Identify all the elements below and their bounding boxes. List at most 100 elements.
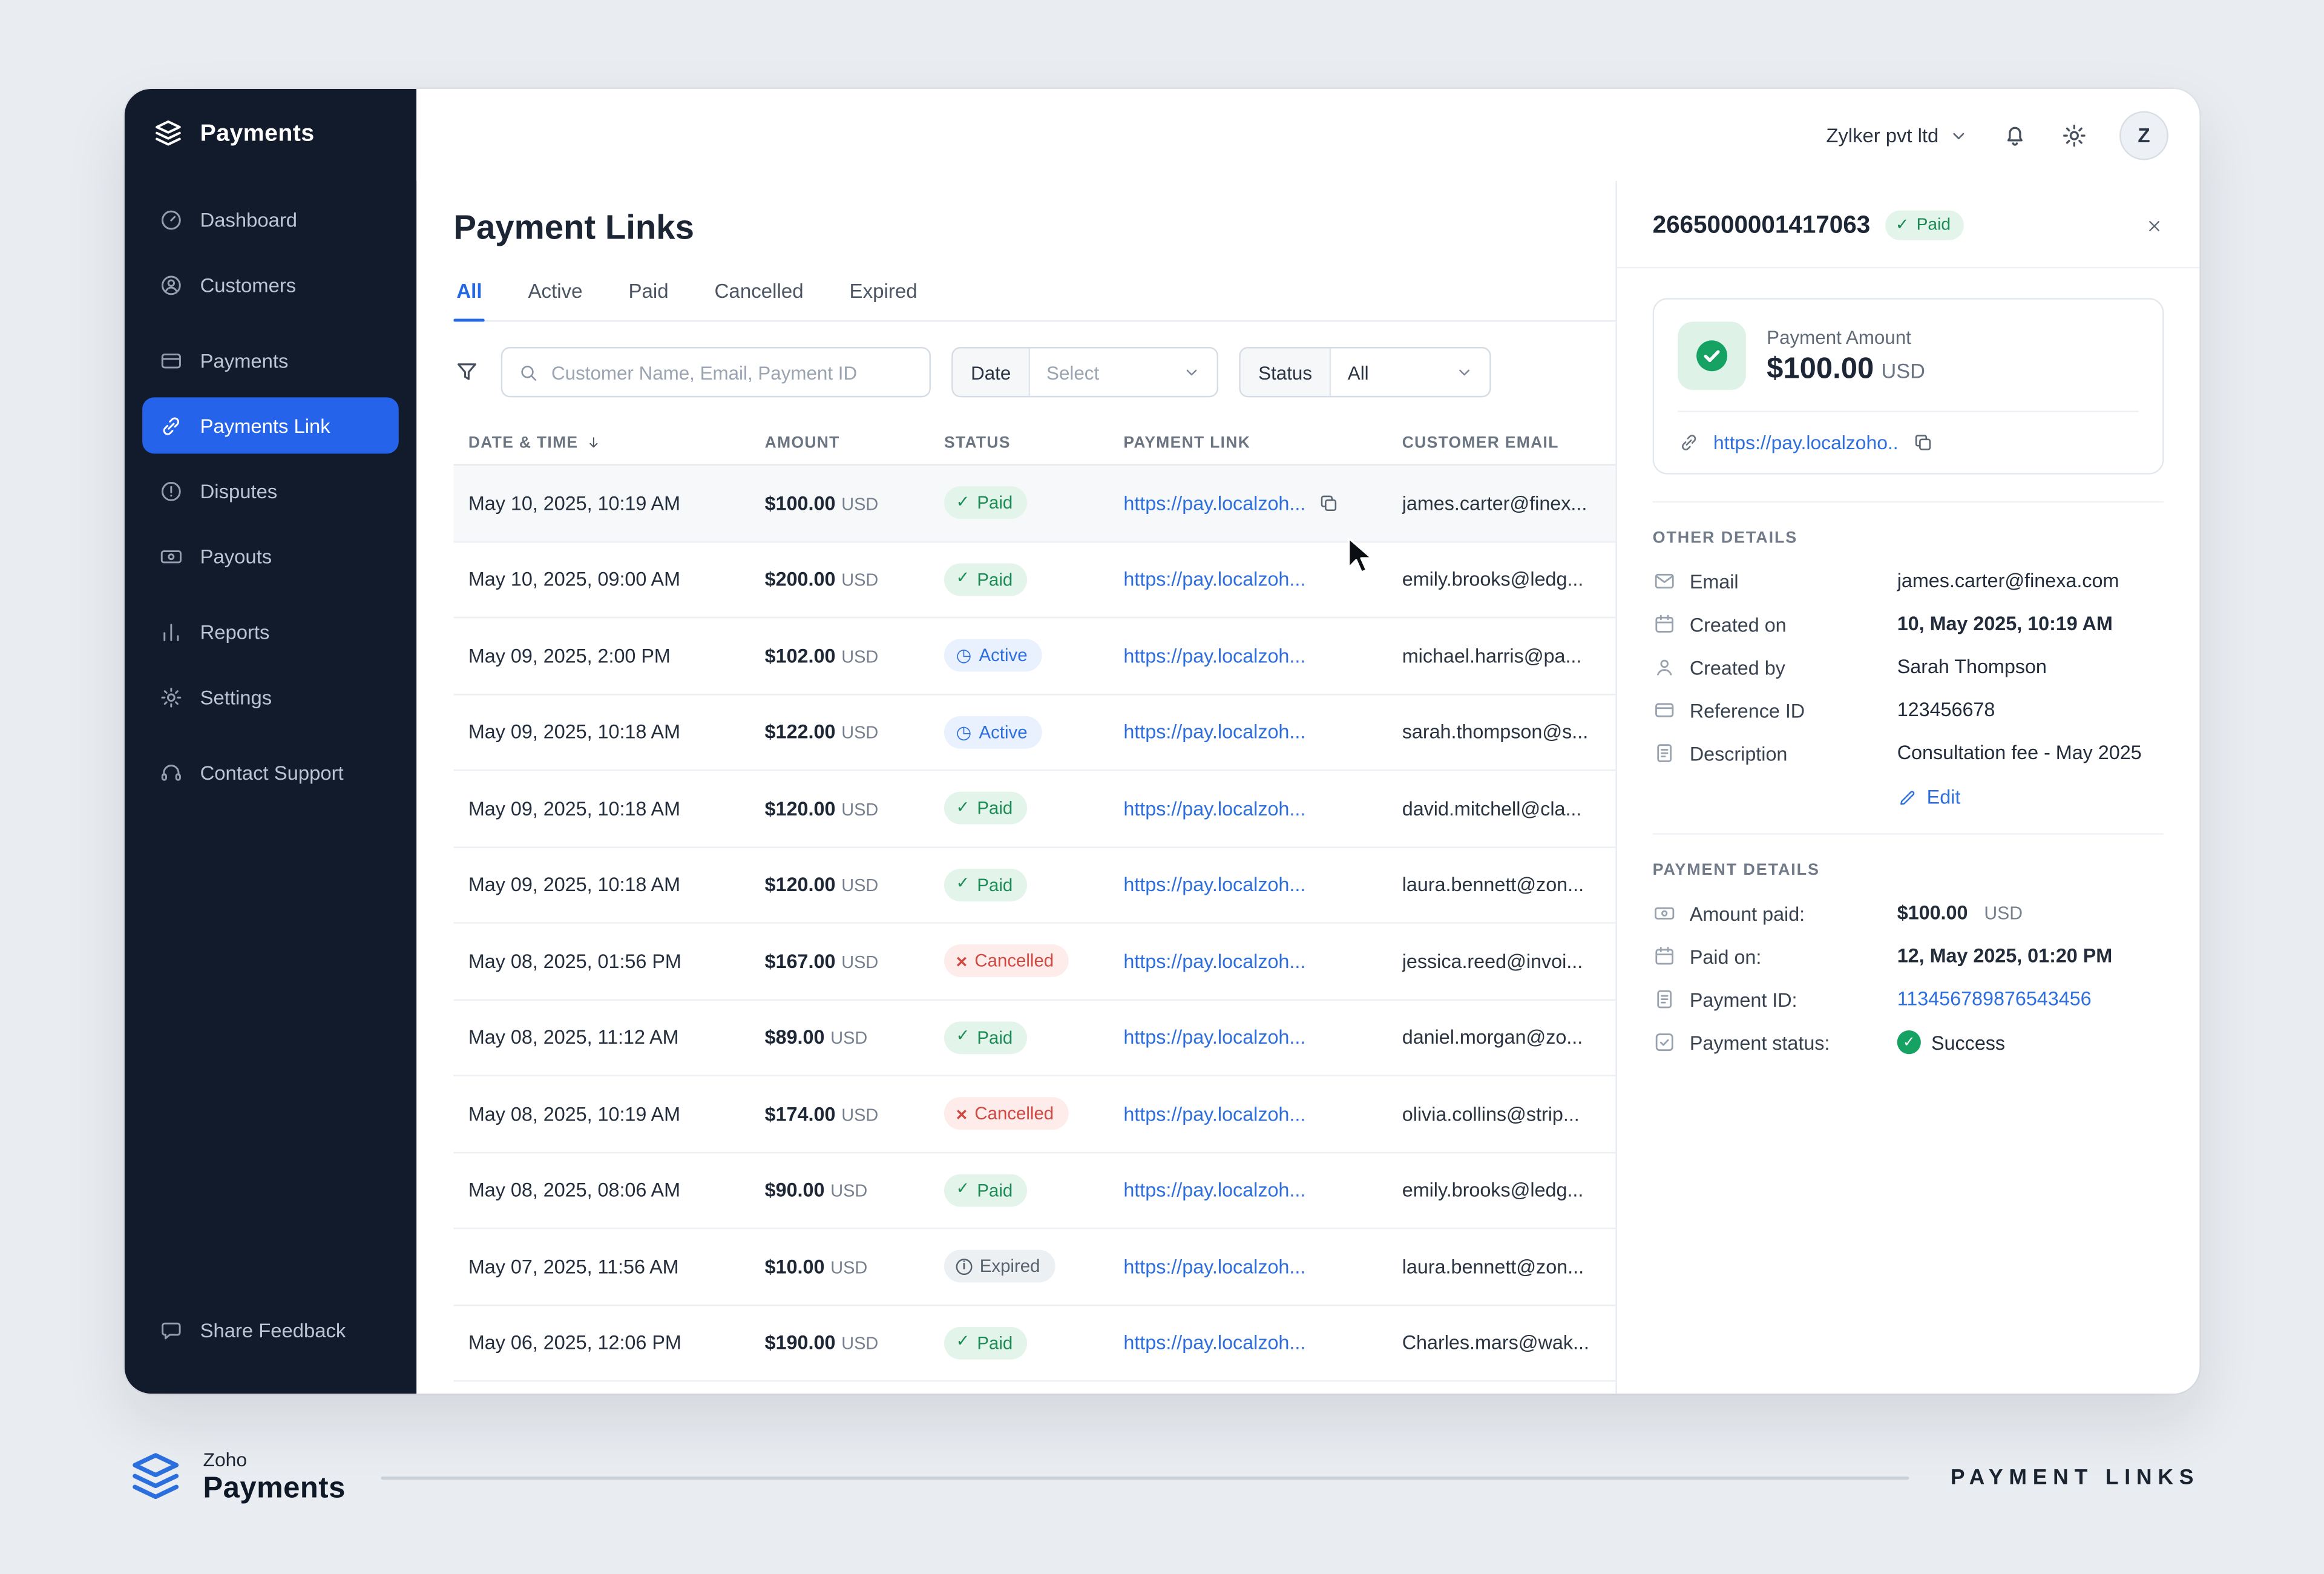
detail-row: Payment status: ✓ Success <box>1653 1030 2164 1055</box>
payment-link-url[interactable]: https://pay.localzoh... <box>1123 1255 1306 1278</box>
cell-status: ◷ Active <box>944 716 1123 749</box>
main-content: Payment Links All Active Paid Cancelled Expi… <box>416 181 1616 1394</box>
cell-amount: $100.00 USD <box>764 492 879 515</box>
detail-row: Email james.carter@finexa.com <box>1653 569 2164 593</box>
sidebar-item-settings[interactable]: Settings <box>142 668 399 725</box>
calendar-icon <box>1653 944 1676 968</box>
sidebar-item-reports[interactable]: Reports <box>142 604 399 660</box>
tab-active[interactable]: Active <box>528 280 583 303</box>
avatar[interactable]: Z <box>2119 110 2168 160</box>
table-row[interactable]: May 08, 2025, 11:12 AM $89.00 USD ✓ Paid … <box>453 1000 1616 1076</box>
tab-all[interactable]: All <box>453 280 486 322</box>
table-header: DATE & TIME AMOUNT STATUS PAYMENT LINK C… <box>453 421 1616 466</box>
detail-value: $100.00 <box>1897 901 1968 924</box>
payment-link-url[interactable]: https://pay.localzoh... <box>1123 1331 1306 1354</box>
cell-status: ✓ Paid <box>944 563 1123 596</box>
table-row[interactable]: May 09, 2025, 10:18 AM $120.00 USD ✓ Paid… <box>453 771 1616 848</box>
detail-value: 12, May 2025, 01:20 PM <box>1897 944 2113 967</box>
pencil-icon <box>1897 786 1918 807</box>
detail-value: 123456678 <box>1897 698 1995 721</box>
nav-item-label: Payouts <box>200 545 272 567</box>
edit-button[interactable]: Edit <box>1897 785 1961 808</box>
payment-link-url[interactable]: https://pay.localzoh... <box>1123 874 1306 896</box>
table-row[interactable]: May 08, 2025, 01:56 PM $167.00 USD × Canc… <box>453 924 1616 1000</box>
detail-value: 10, May 2025, 10:19 AM <box>1897 612 2113 635</box>
nav-item-label: Payments <box>200 349 289 372</box>
table-row[interactable]: May 08, 2025, 10:19 AM $174.00 USD × Canc… <box>453 1076 1616 1153</box>
table-row[interactable]: May 08, 2025, 08:06 AM $90.00 USD ✓ Paid … <box>453 1153 1616 1230</box>
check-icon: ✓ <box>1895 216 1909 234</box>
column-header-link[interactable]: PAYMENT LINK <box>1123 433 1251 452</box>
org-switcher[interactable]: Zylker pvt ltd <box>1826 123 1969 146</box>
tab-paid[interactable]: Paid <box>628 280 669 303</box>
date-filter[interactable]: Date Select <box>951 347 1219 398</box>
detail-row: Description Consultation fee - May 2025 <box>1653 741 2164 765</box>
amount-card: Payment Amount $100.00 USD https://pay.lo… <box>1652 298 2164 475</box>
payment-link-url[interactable]: https://pay.localzoh... <box>1123 720 1306 743</box>
table-row[interactable]: May 10, 2025, 09:00 AM $200.00 USD ✓ Paid… <box>453 542 1616 619</box>
detail-panel: 2665000001417063 ✓ Paid <box>1615 180 2200 1394</box>
detail-row: Reference ID 123456678 <box>1653 698 2164 722</box>
chevron-down-icon <box>1181 362 1202 383</box>
table-row[interactable]: May 10, 2025, 10:19 AM $100.00 USD ✓ Paid… <box>453 465 1616 542</box>
sidebar-item-payouts[interactable]: Payouts <box>142 528 399 584</box>
column-header-amount[interactable]: AMOUNT <box>764 433 840 452</box>
status-filter[interactable]: Status All <box>1239 347 1491 398</box>
copy-icon[interactable] <box>1912 432 1934 454</box>
table-row[interactable]: May 09, 2025, 2:00 PM $102.00 USD ◷ Activ… <box>453 618 1616 695</box>
other-details-title: OTHER DETAILS <box>1652 529 1798 547</box>
status-icon: ◷ <box>956 645 972 667</box>
paid-seal-tile <box>1678 321 1746 390</box>
cell-status: ✓ Paid <box>944 792 1123 825</box>
close-panel-button[interactable] <box>2135 206 2173 245</box>
payment-link-url[interactable]: https://pay.localzoho.. <box>1713 431 1899 454</box>
check-square-icon <box>1653 1030 1676 1054</box>
tab-cancelled[interactable]: Cancelled <box>714 280 804 303</box>
share-feedback-button[interactable]: Share Feedback <box>142 1302 399 1358</box>
payment-link-url[interactable]: https://pay.localzoh... <box>1123 1102 1306 1125</box>
sort-down-icon[interactable] <box>586 435 602 451</box>
detail-value: Consultation fee - May 2025 <box>1897 741 2142 764</box>
sidebar-item-payments[interactable]: Payments <box>142 332 399 389</box>
payment-link-url[interactable]: https://pay.localzoh... <box>1123 1179 1306 1202</box>
cell-date-time: May 08, 2025, 11:12 AM <box>468 1026 679 1049</box>
column-header-status[interactable]: STATUS <box>944 433 1011 452</box>
column-header-email[interactable]: CUSTOMER EMAIL <box>1402 433 1559 452</box>
sidebar-item-payments-link[interactable]: Payments Link <box>142 397 399 454</box>
cell-status: ✓ Paid <box>944 1173 1123 1207</box>
detail-value: Sarah Thompson <box>1897 655 2047 678</box>
app-window: Payments Dashboard Customers Payments Pa… <box>124 88 2200 1394</box>
sidebar-item-disputes[interactable]: Disputes <box>142 463 399 519</box>
table-row[interactable]: May 06, 2025, 12:06 PM $190.00 USD ✓ Paid… <box>453 1305 1616 1382</box>
payment-link-url[interactable]: https://pay.localzoh... <box>1123 492 1306 515</box>
payment-link-url[interactable]: https://pay.localzoh... <box>1123 797 1306 820</box>
chevron-down-icon <box>1948 123 1970 146</box>
filter-funnel-icon[interactable] <box>453 359 480 386</box>
edit-label: Edit <box>1926 785 1961 808</box>
tab-expired[interactable]: Expired <box>849 280 917 303</box>
table-row[interactable]: May 07, 2025, 11:56 AM $10.00 USD i Expir… <box>453 1229 1616 1306</box>
payment-link-url[interactable]: https://pay.localzoh... <box>1123 1026 1306 1049</box>
settings-gear-icon[interactable] <box>2060 121 2089 150</box>
detail-label: Amount paid: <box>1689 902 1805 924</box>
payment-link-url[interactable]: https://pay.localzoh... <box>1123 950 1306 972</box>
copy-icon[interactable] <box>1318 492 1340 514</box>
notifications-bell-icon[interactable] <box>2001 121 2029 150</box>
detail-panel-body: Payment Amount $100.00 USD https://pay.lo… <box>1617 268 2199 1103</box>
cell-customer-email: michael.harris@pa... <box>1402 644 1582 667</box>
payment-link-url[interactable]: https://pay.localzoh... <box>1123 568 1306 591</box>
table-row[interactable]: May 09, 2025, 10:18 AM $120.00 USD ✓ Paid… <box>453 848 1616 924</box>
column-header-date[interactable]: DATE & TIME <box>468 433 765 452</box>
sidebar-item-dashboard[interactable]: Dashboard <box>142 191 399 248</box>
cell-amount: $167.00 USD <box>764 950 879 972</box>
detail-row: Payment ID: 113456789876543456 <box>1653 987 2164 1011</box>
search-input[interactable] <box>551 361 915 384</box>
sidebar-item-contact-support[interactable]: Contact Support <box>142 744 399 800</box>
date-filter-value: Select <box>1046 361 1100 384</box>
cell-payment-link: https://pay.localzoh... <box>1123 1102 1402 1125</box>
table-row[interactable]: May 09, 2025, 10:18 AM $122.00 USD ◷ Acti… <box>453 694 1616 771</box>
payment-amount-label: Payment Amount <box>1767 325 1911 348</box>
sidebar-item-customers[interactable]: Customers <box>142 257 399 313</box>
payment-link-url[interactable]: https://pay.localzoh... <box>1123 644 1306 667</box>
status-badge: × Cancelled <box>944 1097 1069 1130</box>
